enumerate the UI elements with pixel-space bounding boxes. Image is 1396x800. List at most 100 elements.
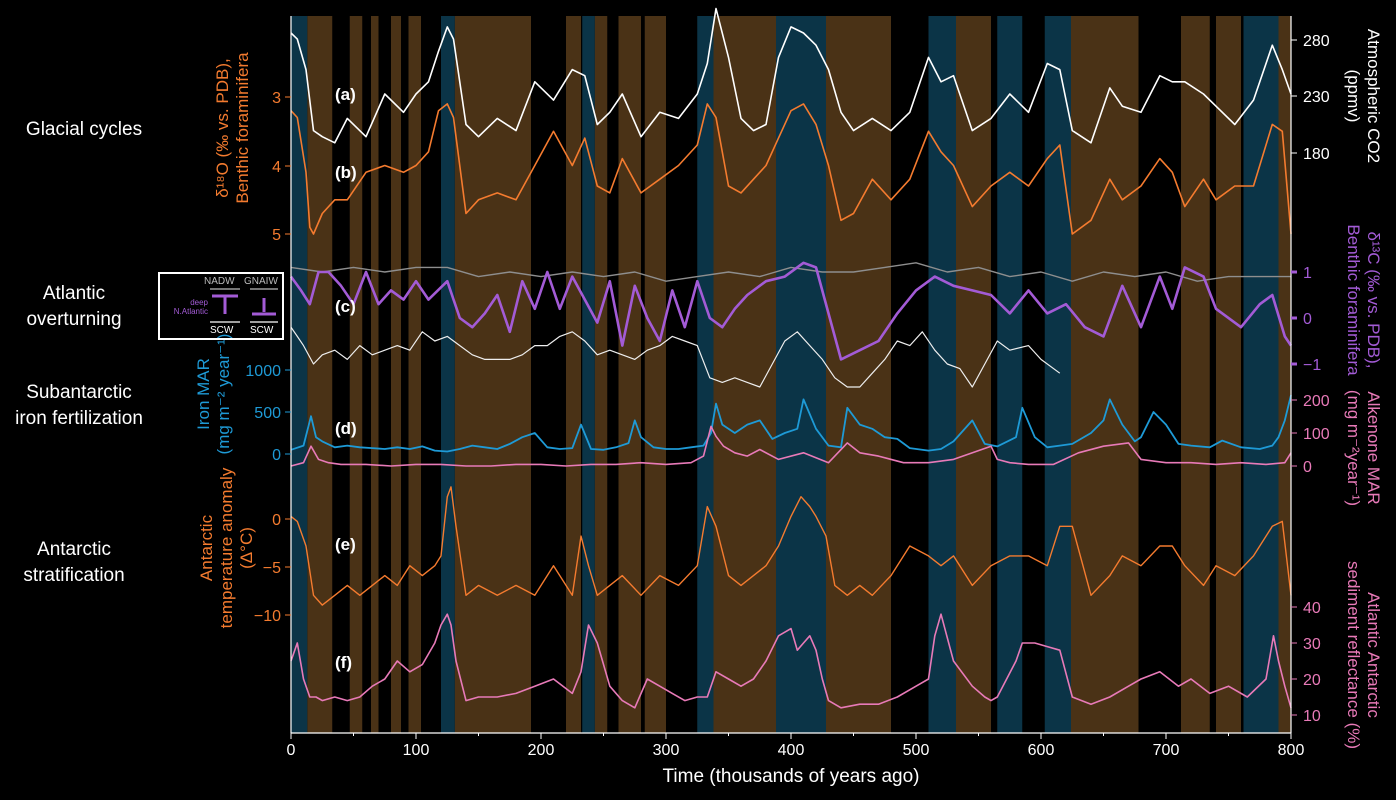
section-label-glacial: Glacial cycles (25, 119, 143, 140)
panel-label-2: (c) (335, 297, 356, 316)
glacial-band-0 (307, 16, 333, 733)
section-label-antarctic-stratification: Antarctic stratification (4, 537, 144, 589)
section-label-atlantic-line1: Atlantic (42, 283, 106, 304)
series-line-1 (290, 103, 1292, 235)
iron-axis-title: Iron MAR (mg m⁻² year⁻¹) (194, 334, 233, 455)
legend-deep-atlantic: deep N.Atlantic (162, 298, 208, 316)
legend-deep-line2: N.Atlantic (173, 307, 208, 316)
reflect-tick-label-1: 30 (1303, 636, 1321, 653)
iron-tick-label-1: 500 (254, 405, 281, 422)
x-tick-label-0: 0 (287, 742, 296, 759)
x-axis-title: Time (thousands of years ago) (663, 766, 920, 787)
x-tick-label-8: 800 (1278, 742, 1305, 759)
series-line-0 (290, 7, 1292, 144)
x-tick-label-3: 300 (653, 742, 680, 759)
co2-tick-label-0: 280 (1303, 33, 1330, 50)
section-label-antstrat-line1: Antarctic (37, 539, 111, 560)
section-label-subantarctic: Subantarctic iron fertilization (0, 380, 158, 432)
temp-axis-title-line-2: (Δ°C) (237, 527, 256, 569)
glacial-band-7 (594, 16, 608, 733)
legend-scw-2: SCW (250, 325, 274, 336)
iron-axis-title-line-1: (mg m⁻² year⁻¹) (214, 334, 233, 455)
glacial-band-16 (1278, 16, 1291, 733)
glacial-band-13 (1071, 16, 1139, 733)
glacial-band-15 (1216, 16, 1241, 733)
interglacial-band-6 (997, 16, 1023, 733)
glacial-band-8 (618, 16, 641, 733)
interglacial-band-7 (1044, 16, 1071, 733)
temp-axis-title-line-0: Antarctic (197, 514, 216, 581)
legend-gnaiw: GNAIW (244, 276, 278, 287)
interglacial-band-8 (1243, 16, 1279, 733)
series-line-4 (290, 326, 1061, 388)
overturning-legend: NADW GNAIW deep N.Atlantic SCW SCW (158, 272, 284, 340)
series-line-6 (290, 425, 1292, 467)
d18o-tick-label-1: 4 (272, 159, 281, 176)
section-label-atlantic: Atlantic overturning (4, 281, 144, 333)
temp-axis-title: Antarctic temperature anomaly (Δ°C) (197, 467, 256, 628)
d13c-tick-label-0: 1 (1303, 265, 1312, 282)
d13c-axis-title-line-1: Benthic foraminifera (1344, 224, 1363, 376)
interglacial-band-4 (776, 16, 826, 733)
series-line-2 (290, 262, 1291, 282)
iron-axis-title-line-0: Iron MAR (194, 358, 213, 430)
x-tick-label-4: 400 (778, 742, 805, 759)
glacial-band-10 (713, 16, 776, 733)
panel-label-3: (d) (335, 419, 357, 438)
d13c-axis-title-line-0: δ¹³C (‰ vs. PDB), (1364, 232, 1383, 369)
section-label-antstrat-line2: stratification (23, 565, 125, 586)
series-line-7 (290, 486, 1292, 606)
interglacial-band-3 (697, 16, 714, 733)
section-label-subantarctic-line1: Subantarctic (26, 382, 132, 403)
glacial-band-5 (454, 16, 531, 733)
alkenone-axis-title-line-0: Alkenone MAR (1364, 391, 1383, 504)
series-line-3 (289, 261, 1293, 361)
panel-label-5: (f) (335, 653, 352, 672)
x-tick-label-2: 200 (528, 742, 555, 759)
interglacial-band-5 (928, 16, 956, 733)
glacial-band-4 (408, 16, 421, 733)
alkenone-axis-title: Alkenone MAR(mg m⁻²year⁻¹) (1344, 390, 1383, 506)
section-label-atlantic-line2: overturning (26, 309, 122, 330)
legend-nadw: NADW (204, 276, 235, 287)
panel-label-4: (e) (335, 535, 356, 554)
co2-axis-title-line-1: (ppmv) (1344, 70, 1363, 123)
glacial-band-9 (644, 16, 666, 733)
x-tick-label-1: 100 (403, 742, 430, 759)
d18o-tick-label-2: 5 (272, 227, 281, 244)
series-lines (289, 7, 1293, 709)
alkenone-axis-title-line-1: (mg m⁻²year⁻¹) (1344, 390, 1363, 506)
d13c-tick-label-2: −1 (1303, 357, 1321, 374)
glacial-band-2 (371, 16, 379, 733)
temp-tick-label-2: −10 (254, 608, 281, 625)
legend-glyphs (210, 288, 278, 323)
d18o-tick-label-0: 3 (272, 90, 281, 107)
reflect-axis-title-line-0: Atlantic Antarctic (1364, 592, 1383, 718)
co2-tick-label-1: 230 (1303, 89, 1330, 106)
axis-labels: (a)(b)(c)(d)(e)(f)δ¹⁸O (‰ vs. PDB), Benth… (194, 29, 1383, 749)
section-label-subantarctic-line2: iron fertilization (15, 408, 143, 429)
alkenone-tick-label-0: 200 (1303, 393, 1330, 410)
series-line-5 (290, 394, 1292, 453)
alkenone-tick-label-1: 100 (1303, 426, 1330, 443)
interglacial-band-1 (441, 16, 455, 733)
glacial-band-1 (349, 16, 363, 733)
glacial-band-14 (1181, 16, 1210, 733)
temp-tick-label-1: −5 (263, 560, 281, 577)
d13c-axis-title: δ¹³C (‰ vs. PDB),Benthic foraminifera (1344, 224, 1383, 376)
reflect-tick-label-0: 40 (1303, 600, 1321, 617)
temp-tick-label-0: 0 (272, 512, 281, 529)
glacial-band-12 (956, 16, 991, 733)
co2-tick-label-2: 180 (1303, 146, 1330, 163)
legend-scw-1: SCW (210, 325, 234, 336)
iron-tick-label-0: 1000 (245, 363, 281, 380)
alkenone-tick-label-2: 0 (1303, 459, 1312, 476)
glacial-band-6 (566, 16, 581, 733)
d13c-tick-label-1: 0 (1303, 311, 1312, 328)
panel-label-1: (b) (335, 163, 357, 182)
glacial-band-11 (826, 16, 891, 733)
reflect-tick-label-3: 10 (1303, 708, 1321, 725)
